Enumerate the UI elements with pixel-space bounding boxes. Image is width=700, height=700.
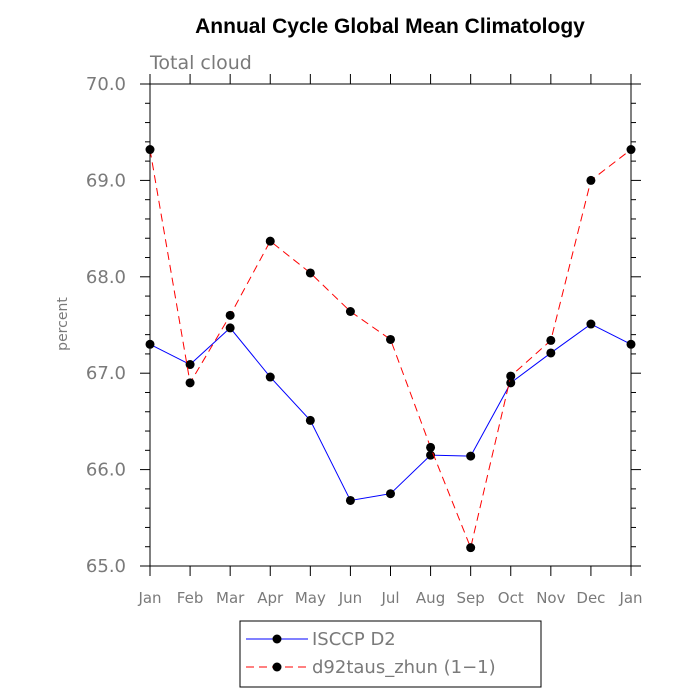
data-point — [265, 236, 275, 246]
series-2 — [145, 145, 636, 553]
x-tick-label: May — [295, 589, 326, 607]
x-tick-label: Jan — [618, 589, 642, 607]
data-point — [225, 323, 235, 333]
data-point — [386, 334, 395, 344]
x-tick-label: Apr — [257, 589, 284, 607]
legend-label: d92taus_zhun (1−1) — [312, 657, 496, 678]
series-line — [149, 149, 632, 550]
data-point — [466, 543, 476, 553]
x-tick-label: Sep — [457, 589, 485, 607]
x-tick-label: Jun — [338, 589, 362, 607]
data-point — [546, 348, 556, 358]
x-tick-label: Aug — [416, 589, 445, 607]
y-tick-label: 69.0 — [86, 170, 126, 191]
data-point — [305, 268, 315, 278]
data-point — [626, 339, 636, 349]
data-point — [225, 310, 235, 320]
x-tick-label: Dec — [576, 589, 605, 607]
legend-swatch-marker — [272, 662, 282, 672]
x-tick-label: Mar — [216, 589, 245, 607]
data-point — [265, 372, 275, 382]
x-tick-label: Oct — [498, 589, 524, 607]
data-point — [305, 415, 315, 425]
x-tick-label: Jul — [380, 589, 399, 607]
y-axis-label: percent — [55, 297, 71, 351]
legend: ISCCP D2 d92taus_zhun (1−1) — [239, 620, 542, 688]
y-tick-label: 67.0 — [86, 363, 126, 384]
axes: 65.0 66.0 67.0 68.0 69.0 70.0 Jan Feb Mar Apr May J… — [86, 74, 643, 607]
data-point — [386, 489, 395, 499]
data-point — [506, 371, 516, 381]
data-point — [145, 145, 155, 155]
chart-subtitle: Total cloud — [149, 52, 252, 74]
data-point — [185, 360, 195, 370]
data-point — [426, 442, 436, 452]
series-1 — [145, 319, 636, 505]
y-tick-label: 68.0 — [86, 267, 126, 288]
legend-box — [239, 620, 542, 688]
series-layer — [145, 145, 636, 553]
data-point — [626, 145, 636, 155]
x-tick-label: Feb — [177, 589, 204, 607]
legend-swatch-marker — [272, 634, 282, 644]
data-point — [185, 378, 195, 388]
data-point — [546, 335, 556, 345]
data-point — [466, 451, 476, 461]
data-point — [345, 495, 355, 505]
x-tick-label: Nov — [536, 589, 565, 607]
series-line — [149, 323, 632, 502]
legend-label: ISCCP D2 — [312, 629, 396, 650]
x-tick-label: Jan — [137, 589, 161, 607]
data-point — [345, 307, 355, 317]
data-point — [506, 378, 516, 388]
data-point — [145, 339, 155, 349]
data-point — [586, 175, 596, 185]
y-tick-label: 65.0 — [86, 556, 126, 577]
y-tick-label: 66.0 — [86, 460, 126, 481]
chart-title: Annual Cycle Global Mean Climatology — [195, 15, 585, 38]
data-point — [586, 319, 596, 329]
y-tick-label: 70.0 — [86, 74, 126, 95]
